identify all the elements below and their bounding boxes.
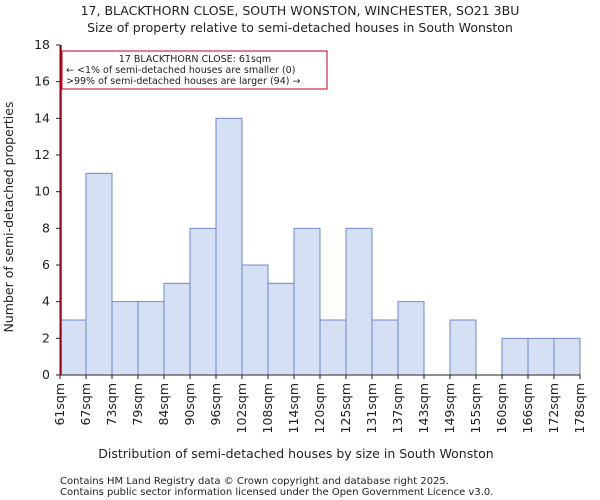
x-tick-label-102sqm: 102sqm (234, 383, 249, 433)
x-tick-label-114sqm: 114sqm (286, 383, 301, 433)
x-axis-label: Distribution of semi-detached houses by … (98, 446, 493, 461)
bar-96sqm (215, 117, 243, 376)
chart-title-line1: 17, BLACKTHORN CLOSE, SOUTH WONSTON, WIN… (81, 3, 520, 18)
x-tick-label-61sqm: 61sqm (52, 383, 67, 426)
x-tick-label-143sqm: 143sqm (416, 383, 431, 433)
y-tick-label-6: 6 (42, 257, 50, 272)
chart-title-line2: Size of property relative to semi-detach… (87, 20, 513, 35)
x-tick-label-120sqm: 120sqm (312, 383, 327, 433)
x-tick-label-149sqm: 149sqm (442, 383, 457, 433)
y-tick-label-12: 12 (34, 147, 50, 162)
bar-131sqm (371, 319, 399, 376)
bar-90sqm (189, 227, 217, 376)
y-tick-label-14: 14 (34, 110, 50, 125)
annotation-line1: 17 BLACKTHORN CLOSE: 61sqm (119, 54, 271, 65)
bar-149sqm (449, 319, 477, 376)
y-tick-label-16: 16 (34, 74, 50, 89)
footer-line1: Contains HM Land Registry data © Crown c… (60, 476, 449, 487)
x-tick-label-155sqm: 155sqm (468, 383, 483, 433)
y-tick-label-18: 18 (34, 37, 50, 52)
x-tick-label-166sqm: 166sqm (520, 383, 535, 433)
x-tick-label-137sqm: 137sqm (390, 383, 405, 433)
bar-67sqm (85, 172, 113, 376)
bar-125sqm (345, 227, 373, 376)
x-tick-label-90sqm: 90sqm (182, 383, 197, 426)
annotation-box (61, 50, 328, 90)
x-tick-label-178sqm: 178sqm (572, 383, 587, 433)
bar-61sqm (59, 319, 87, 376)
bar-114sqm (293, 227, 321, 376)
annotation-line3: >99% of semi-detached houses are larger … (66, 76, 300, 87)
bar-79sqm (137, 301, 165, 376)
bar-137sqm (397, 301, 425, 376)
x-tick-label-125sqm: 125sqm (338, 383, 353, 433)
bar-102sqm (241, 264, 269, 376)
x-tick-label-131sqm: 131sqm (364, 383, 379, 433)
plot-area: 0 2 4 6 8 10 12 14 16 18 61sqm 67sqm 73sqm 79sqm 84sqm… (34, 37, 587, 433)
x-tick-label-67sqm: 67sqm (78, 383, 93, 426)
annotation-line2: ← <1% of semi-detached houses are smalle… (66, 65, 295, 76)
bar-84sqm (163, 282, 191, 376)
x-tick-label-73sqm: 73sqm (104, 383, 119, 426)
bar-166sqm (527, 337, 555, 376)
y-tick-label-2: 2 (42, 330, 50, 345)
y-tick-label-10: 10 (34, 184, 50, 199)
x-tick-label-84sqm: 84sqm (156, 383, 171, 426)
x-tick-label-96sqm: 96sqm (208, 383, 223, 426)
y-axis-label: Number of semi-detached properties (1, 102, 16, 333)
x-tick-label-108sqm: 108sqm (260, 383, 275, 433)
bar-160sqm (501, 337, 529, 376)
y-tick-label-4: 4 (42, 294, 50, 309)
x-tick-label-79sqm: 79sqm (130, 383, 145, 426)
footer-line2: Contains public sector information licen… (60, 487, 493, 498)
x-tick-label-172sqm: 172sqm (546, 383, 561, 433)
x-tick-label-160sqm: 160sqm (494, 383, 509, 433)
bar-73sqm (111, 301, 139, 376)
y-tick-label-8: 8 (42, 220, 50, 235)
bar-108sqm (267, 282, 295, 376)
bar-172sqm (553, 337, 581, 376)
bar-120sqm (319, 319, 347, 376)
y-tick-label-0: 0 (42, 367, 50, 382)
